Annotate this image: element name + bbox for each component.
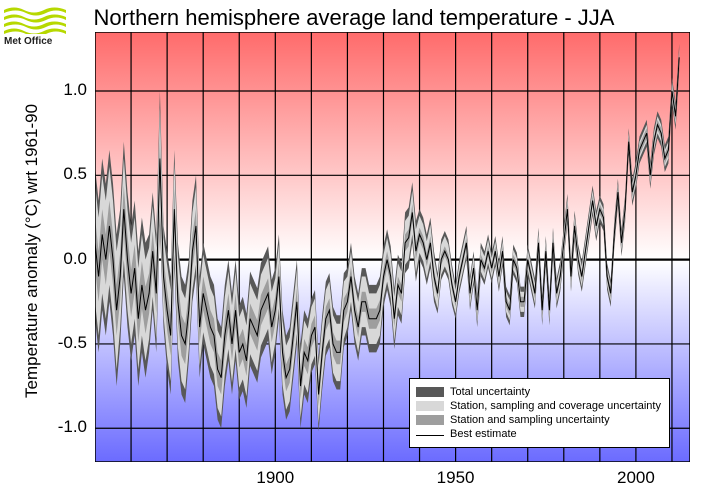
y-tick-label: 1.0 [37, 80, 87, 100]
legend-label: Total uncertainty [450, 385, 530, 399]
legend-line-icon [416, 435, 444, 436]
y-tick-label: 0.0 [37, 249, 87, 269]
legend-item: Total uncertainty [416, 385, 661, 399]
x-tick-label: 1950 [426, 468, 486, 488]
legend-swatch [416, 415, 444, 425]
chart-legend: Total uncertainty Station, sampling and … [409, 378, 670, 448]
legend-item: Best estimate [416, 427, 661, 441]
y-tick-label: 0.5 [37, 164, 87, 184]
legend-label: Best estimate [450, 427, 517, 441]
y-tick-label: -1.0 [37, 417, 87, 437]
y-tick-label: -0.5 [37, 333, 87, 353]
x-tick-label: 1900 [245, 468, 305, 488]
legend-swatch [416, 401, 444, 411]
x-tick-label: 2000 [606, 468, 666, 488]
legend-label: Station, sampling and coverage uncertain… [450, 399, 661, 413]
legend-item: Station, sampling and coverage uncertain… [416, 399, 661, 413]
legend-label: Station and sampling uncertainty [450, 413, 610, 427]
met-office-logo-text: Met Office [4, 36, 66, 47]
chart-title: Northern hemisphere average land tempera… [0, 5, 708, 31]
legend-swatch [416, 387, 444, 397]
legend-item: Station and sampling uncertainty [416, 413, 661, 427]
